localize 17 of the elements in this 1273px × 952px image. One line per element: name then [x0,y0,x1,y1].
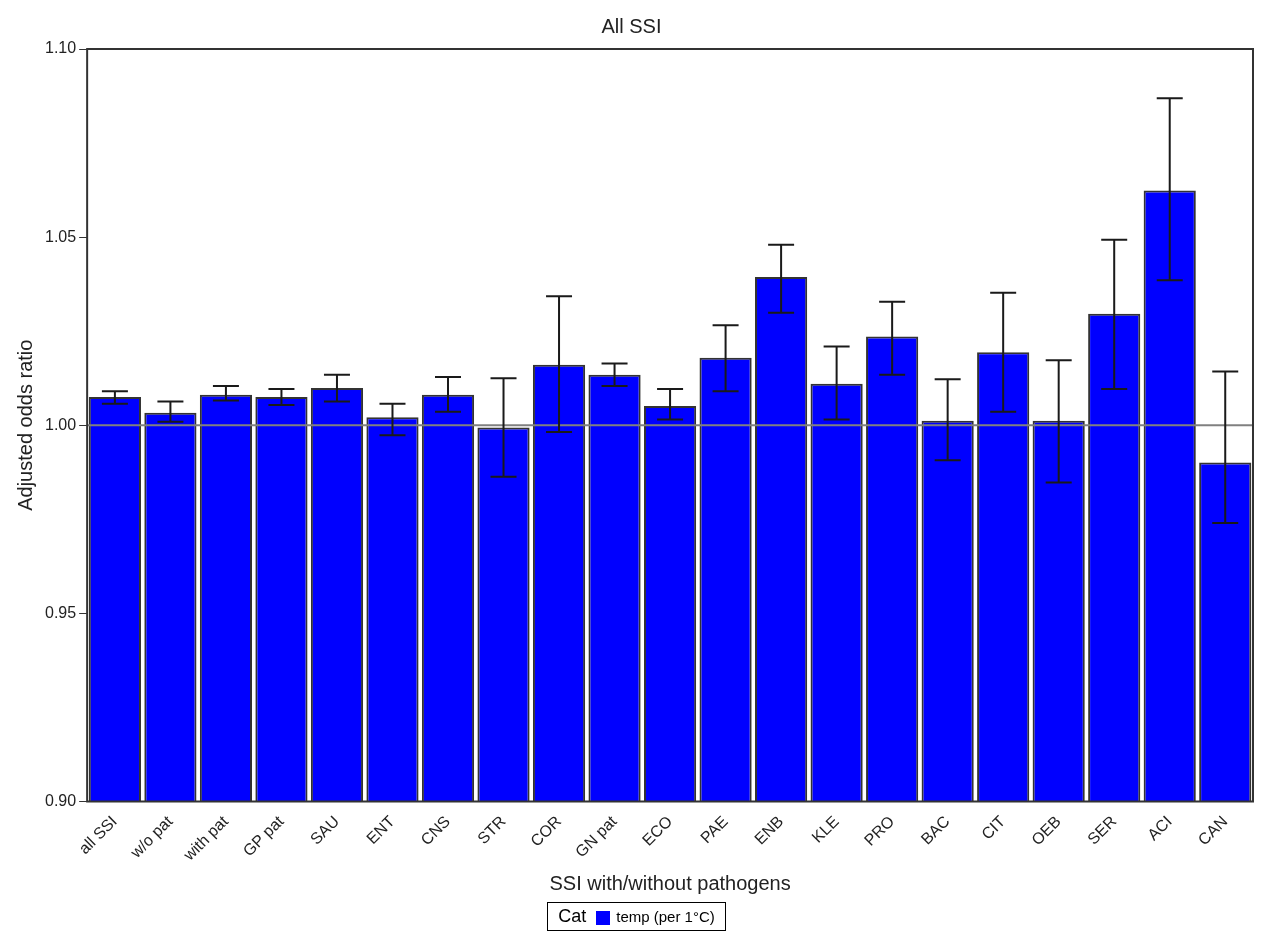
x-tick-label: ACI [1144,812,1175,844]
x-tick-label: all SSI [75,812,121,858]
legend-title: Cat [558,906,587,927]
x-tick-label: CIT [978,812,1009,843]
x-tick-label: GP pat [239,812,288,860]
y-tick-label: 1.00 [45,415,77,433]
x-tick-label: w/o pat [126,812,177,862]
x-tick-label: GN pat [571,812,621,861]
x-tick-label: with pat [179,812,232,865]
y-tick-label: 0.95 [45,603,77,621]
legend-label: temp (per 1°C) [615,907,715,926]
y-tick-label: 1.10 [45,39,77,57]
y-tick-label: 1.05 [45,227,77,245]
y-tick-label: 0.90 [45,791,77,809]
y-axis-title: Adjusted odds ratio [13,339,36,511]
chart-title: All SSI [601,14,662,37]
x-axis-title: SSI with/without pathogens [549,871,791,894]
